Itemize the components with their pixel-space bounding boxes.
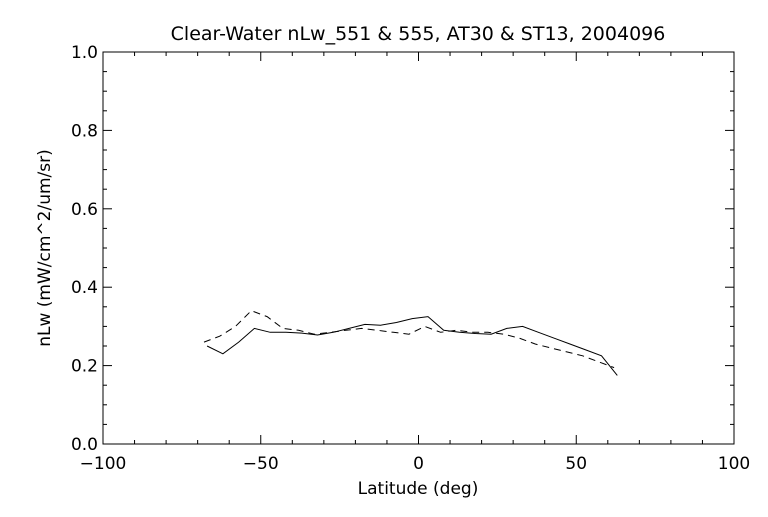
y-tick-label: 0.2 [71, 357, 98, 377]
series-lines [203, 310, 618, 376]
x-axis-label: Latitude (deg) [358, 479, 479, 499]
x-tick-label: 0 [413, 454, 424, 474]
series-line-dashed [203, 310, 615, 369]
x-tick-label: 100 [718, 454, 750, 474]
plot-area-frame [102, 51, 735, 445]
y-tick-label: 0.0 [71, 435, 98, 455]
x-tick-label: −100 [80, 454, 127, 474]
y-tick-label: 0.6 [71, 200, 98, 220]
y-tick-label: 0.4 [71, 278, 98, 298]
axis-ticks: −100 −50 0 50 100 0.0 0.2 0.4 0.6 0.8 1.0 [71, 43, 750, 474]
x-tick-label: 50 [565, 454, 587, 474]
chart-title: Clear-Water nLw_551 & 555, AT30 & ST13, … [171, 23, 666, 45]
series-line-solid [206, 316, 618, 376]
y-tick-label: 0.8 [71, 121, 98, 141]
y-axis-label: nLw (mW/cm^2/um/sr) [35, 149, 55, 347]
y-tick-label: 1.0 [71, 43, 98, 63]
x-tick-label: −50 [243, 454, 279, 474]
